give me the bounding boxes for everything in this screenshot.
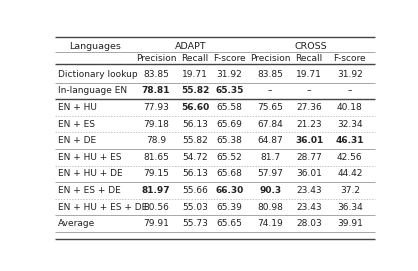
Text: 28.03: 28.03: [296, 219, 322, 228]
Text: Languages: Languages: [69, 41, 120, 51]
Text: 79.15: 79.15: [143, 169, 169, 179]
Text: EN + ES: EN + ES: [58, 120, 95, 129]
Text: 46.31: 46.31: [336, 136, 364, 145]
Text: Dictionary lookup: Dictionary lookup: [58, 70, 138, 79]
Text: 79.18: 79.18: [143, 120, 169, 129]
Text: 55.73: 55.73: [182, 219, 208, 228]
Text: 31.92: 31.92: [337, 70, 363, 79]
Text: 77.93: 77.93: [143, 103, 169, 112]
Text: CROSS: CROSS: [294, 41, 327, 51]
Text: 56.60: 56.60: [181, 103, 209, 112]
Text: F-score: F-score: [334, 54, 366, 63]
Text: 23.43: 23.43: [296, 186, 322, 195]
Text: 74.19: 74.19: [257, 219, 283, 228]
Text: 64.87: 64.87: [257, 136, 283, 145]
Text: Average: Average: [58, 219, 95, 228]
Text: 55.82: 55.82: [182, 136, 208, 145]
Text: –: –: [268, 86, 273, 95]
Text: 79.91: 79.91: [143, 219, 169, 228]
Text: 36.01: 36.01: [296, 169, 322, 179]
Text: In-language EN: In-language EN: [58, 86, 127, 95]
Text: 27.36: 27.36: [296, 103, 322, 112]
Text: 78.9: 78.9: [146, 136, 166, 145]
Text: 19.71: 19.71: [296, 70, 322, 79]
Text: 36.34: 36.34: [337, 203, 363, 212]
Text: 65.68: 65.68: [217, 169, 242, 179]
Text: 32.34: 32.34: [337, 120, 363, 129]
Text: 81.7: 81.7: [260, 153, 280, 162]
Text: 65.39: 65.39: [217, 203, 242, 212]
Text: 21.23: 21.23: [296, 120, 322, 129]
Text: –: –: [348, 86, 352, 95]
Text: 55.82: 55.82: [181, 86, 209, 95]
Text: Recall: Recall: [296, 54, 323, 63]
Text: 54.72: 54.72: [182, 153, 208, 162]
Text: EN + HU + ES + DE: EN + HU + ES + DE: [58, 203, 147, 212]
Text: Precision: Precision: [136, 54, 176, 63]
Text: EN + DE: EN + DE: [58, 136, 96, 145]
Text: –: –: [307, 86, 311, 95]
Text: 66.30: 66.30: [215, 186, 244, 195]
Text: 83.85: 83.85: [143, 70, 169, 79]
Text: 65.35: 65.35: [215, 86, 244, 95]
Text: 65.38: 65.38: [217, 136, 242, 145]
Text: 90.3: 90.3: [259, 186, 281, 195]
Text: 39.91: 39.91: [337, 219, 363, 228]
Text: 44.42: 44.42: [337, 169, 362, 179]
Text: 31.92: 31.92: [217, 70, 242, 79]
Text: 80.56: 80.56: [143, 203, 169, 212]
Text: 80.98: 80.98: [257, 203, 283, 212]
Text: Recall: Recall: [181, 54, 209, 63]
Text: 57.97: 57.97: [257, 169, 283, 179]
Text: 65.58: 65.58: [217, 103, 242, 112]
Text: 23.43: 23.43: [296, 203, 322, 212]
Text: 36.01: 36.01: [295, 136, 323, 145]
Text: 55.03: 55.03: [182, 203, 208, 212]
Text: EN + HU: EN + HU: [58, 103, 97, 112]
Text: 42.56: 42.56: [337, 153, 363, 162]
Text: 83.85: 83.85: [257, 70, 283, 79]
Text: 40.18: 40.18: [337, 103, 363, 112]
Text: 67.84: 67.84: [257, 120, 283, 129]
Text: EN + HU + DE: EN + HU + DE: [58, 169, 123, 179]
Text: 28.77: 28.77: [296, 153, 322, 162]
Text: F-score: F-score: [213, 54, 246, 63]
Text: 81.97: 81.97: [142, 186, 170, 195]
Text: 19.71: 19.71: [182, 70, 208, 79]
Text: 37.2: 37.2: [340, 186, 360, 195]
Text: EN + HU + ES: EN + HU + ES: [58, 153, 122, 162]
Text: Precision: Precision: [250, 54, 291, 63]
Text: 75.65: 75.65: [257, 103, 283, 112]
Text: 65.69: 65.69: [217, 120, 242, 129]
Text: ADAPT: ADAPT: [174, 41, 206, 51]
Text: 78.81: 78.81: [142, 86, 170, 95]
Text: 65.65: 65.65: [217, 219, 242, 228]
Text: 55.66: 55.66: [182, 186, 208, 195]
Text: 56.13: 56.13: [182, 120, 208, 129]
Text: 65.52: 65.52: [217, 153, 242, 162]
Text: EN + ES + DE: EN + ES + DE: [58, 186, 121, 195]
Text: 56.13: 56.13: [182, 169, 208, 179]
Text: 81.65: 81.65: [143, 153, 169, 162]
